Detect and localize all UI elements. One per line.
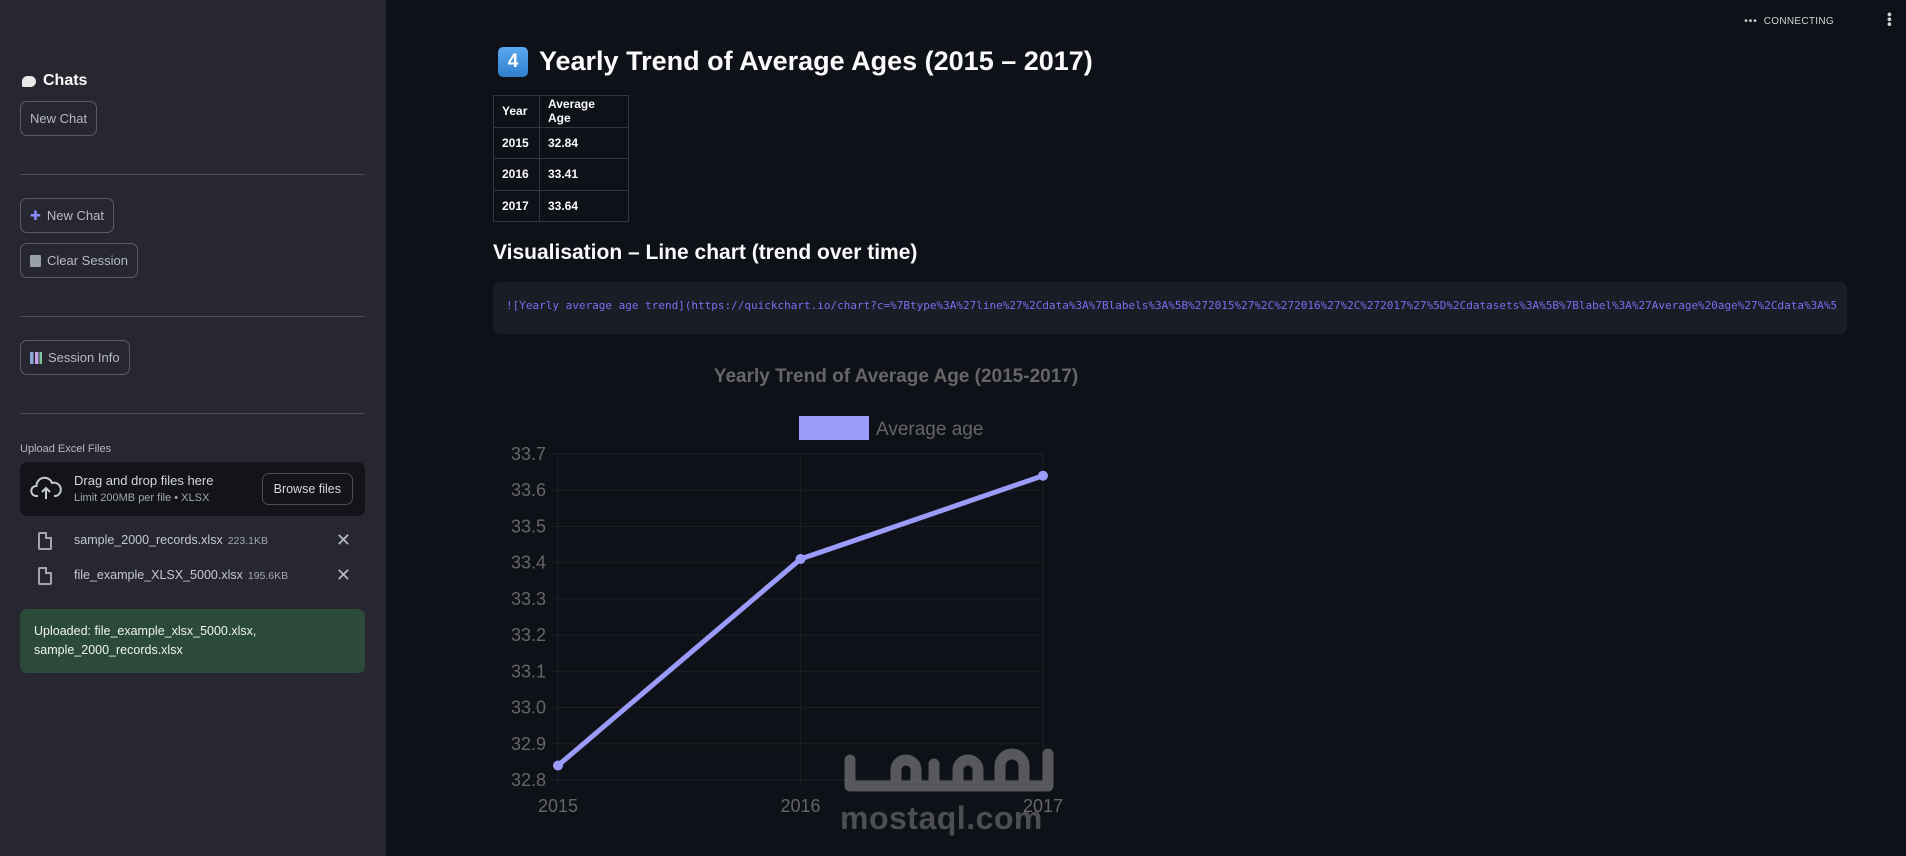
x-tick-label: 2016 bbox=[780, 796, 820, 816]
line-chart: Yearly Trend of Average Age (2015-2017) … bbox=[511, 366, 1078, 816]
table-row: 2017 33.64 bbox=[493, 189, 629, 222]
chart-series bbox=[553, 470, 1048, 771]
table-header: Year bbox=[493, 95, 540, 128]
y-tick-label: 32.9 bbox=[511, 734, 546, 754]
y-tick-label: 33.6 bbox=[511, 480, 546, 500]
table-cell: 32.84 bbox=[539, 126, 629, 159]
status-dots-icon: ••• bbox=[1744, 16, 1758, 27]
y-tick-label: 33.7 bbox=[511, 444, 546, 464]
legend-swatch bbox=[799, 416, 869, 440]
new-chat-top-label: New Chat bbox=[30, 111, 88, 126]
x-tick-label: 2015 bbox=[538, 796, 578, 816]
page-title-text: Yearly Trend of Average Ages (2015 – 201… bbox=[539, 46, 1093, 76]
table-cell: 2015 bbox=[493, 126, 540, 159]
status-text: CONNECTING bbox=[1763, 16, 1834, 27]
y-tick-label: 33.4 bbox=[511, 553, 546, 573]
sidebar-divider bbox=[20, 316, 365, 317]
section-heading: Visualisation – Line chart (trend over t… bbox=[493, 241, 918, 264]
keycap-number-icon: 4 bbox=[498, 46, 528, 77]
sidebar-divider bbox=[20, 413, 365, 414]
file-icon bbox=[38, 567, 52, 585]
plus-icon: ✚ bbox=[30, 207, 41, 223]
uploaded-file-row: sample_2000_records.xlsx 223.1KB ✕ bbox=[20, 531, 365, 557]
average-age-table: Year Average Age 2015 32.84 2016 33.41 2… bbox=[493, 95, 629, 222]
file-name-wrap: file_example_XLSX_5000.xlsx 195.6KB bbox=[74, 568, 288, 582]
chart-axes: 33.7 33.6 33.5 33.4 33.3 33.2 33.1 33.0 32.9 32.8… bbox=[511, 444, 1063, 816]
sidebar: Chats New Chat ✚ New Chat Clear Session … bbox=[0, 0, 386, 856]
code-text: ![Yearly average age trend](https://quic… bbox=[506, 299, 1838, 312]
table-header: Average Age bbox=[539, 95, 629, 128]
new-chat-button[interactable]: ✚ New Chat bbox=[20, 198, 114, 233]
session-info-label: Session Info bbox=[48, 350, 120, 365]
watermark-text: mostaql.com bbox=[840, 800, 1043, 836]
browse-files-button[interactable]: Browse files bbox=[261, 473, 353, 505]
clear-session-button[interactable]: Clear Session bbox=[20, 243, 138, 278]
table-header-row: Year Average Age bbox=[493, 95, 629, 128]
speech-bubble-icon bbox=[22, 75, 36, 87]
code-block[interactable]: ![Yearly average age trend](https://quic… bbox=[493, 282, 1847, 334]
remove-file-icon[interactable]: ✕ bbox=[335, 530, 351, 550]
page-title: 4 Yearly Trend of Average Ages (2015 – 2… bbox=[498, 46, 1093, 77]
new-chat-button-top[interactable]: New Chat bbox=[20, 101, 98, 136]
data-point bbox=[795, 554, 806, 565]
session-info-button[interactable]: Session Info bbox=[20, 340, 130, 375]
y-tick-label: 33.3 bbox=[511, 589, 546, 609]
sidebar-divider bbox=[20, 174, 365, 175]
y-tick-label: 33.2 bbox=[511, 625, 546, 645]
table-cell: 2016 bbox=[493, 158, 540, 191]
y-tick-label: 33.5 bbox=[511, 516, 546, 536]
chart-grid bbox=[552, 453, 1044, 786]
table-row: 2015 32.84 bbox=[493, 126, 629, 159]
file-name-wrap: sample_2000_records.xlsx 223.1KB bbox=[74, 533, 268, 547]
x-tick-label: 2017 bbox=[1023, 796, 1063, 816]
upload-success-alert: Uploaded: file_example_xlsx_5000.xlsx, s… bbox=[20, 609, 365, 673]
clear-session-label: Clear Session bbox=[47, 253, 128, 268]
new-chat-label: New Chat bbox=[46, 208, 104, 223]
file-name: file_example_XLSX_5000.xlsx bbox=[74, 568, 243, 582]
watermark: mostaql.com bbox=[838, 740, 1066, 840]
chart-title: Yearly Trend of Average Age (2015-2017) bbox=[714, 366, 1078, 387]
table-row: 2016 33.41 bbox=[493, 158, 629, 191]
file-dropzone[interactable]: Drag and drop files here Limit 200MB per… bbox=[20, 462, 365, 516]
file-size: 195.6KB bbox=[247, 570, 289, 582]
remove-file-icon[interactable]: ✕ bbox=[335, 565, 351, 585]
table-cell: 33.64 bbox=[539, 189, 629, 222]
table-cell: 2017 bbox=[493, 189, 540, 222]
dropzone-title: Drag and drop files here bbox=[74, 473, 214, 488]
y-tick-label: 33.0 bbox=[511, 698, 546, 718]
mostaql-arabic-logo bbox=[844, 748, 1054, 792]
cloud-upload-icon bbox=[30, 476, 62, 499]
data-point bbox=[1038, 470, 1048, 481]
trash-icon bbox=[30, 254, 41, 267]
y-tick-label: 33.1 bbox=[511, 661, 546, 681]
data-point bbox=[553, 760, 563, 771]
upload-label: Upload Excel Files bbox=[20, 443, 112, 455]
file-size: 223.1KB bbox=[227, 535, 268, 547]
main-menu-icon[interactable]: ••• bbox=[1882, 12, 1898, 27]
table-cell: 33.41 bbox=[539, 158, 629, 191]
chats-heading: Chats bbox=[22, 72, 87, 90]
uploaded-file-row: file_example_XLSX_5000.xlsx 195.6KB ✕ bbox=[20, 566, 365, 592]
dropzone-subtitle: Limit 200MB per file • XLSX bbox=[74, 492, 210, 504]
y-tick-label: 32.8 bbox=[511, 770, 546, 790]
legend-label: Average age bbox=[876, 419, 983, 440]
file-name: sample_2000_records.xlsx bbox=[74, 533, 223, 547]
chats-title-text: Chats bbox=[43, 72, 88, 89]
connection-status: ••• CONNECTING bbox=[1744, 16, 1834, 27]
bar-chart-icon bbox=[30, 351, 42, 364]
file-icon bbox=[38, 532, 52, 550]
